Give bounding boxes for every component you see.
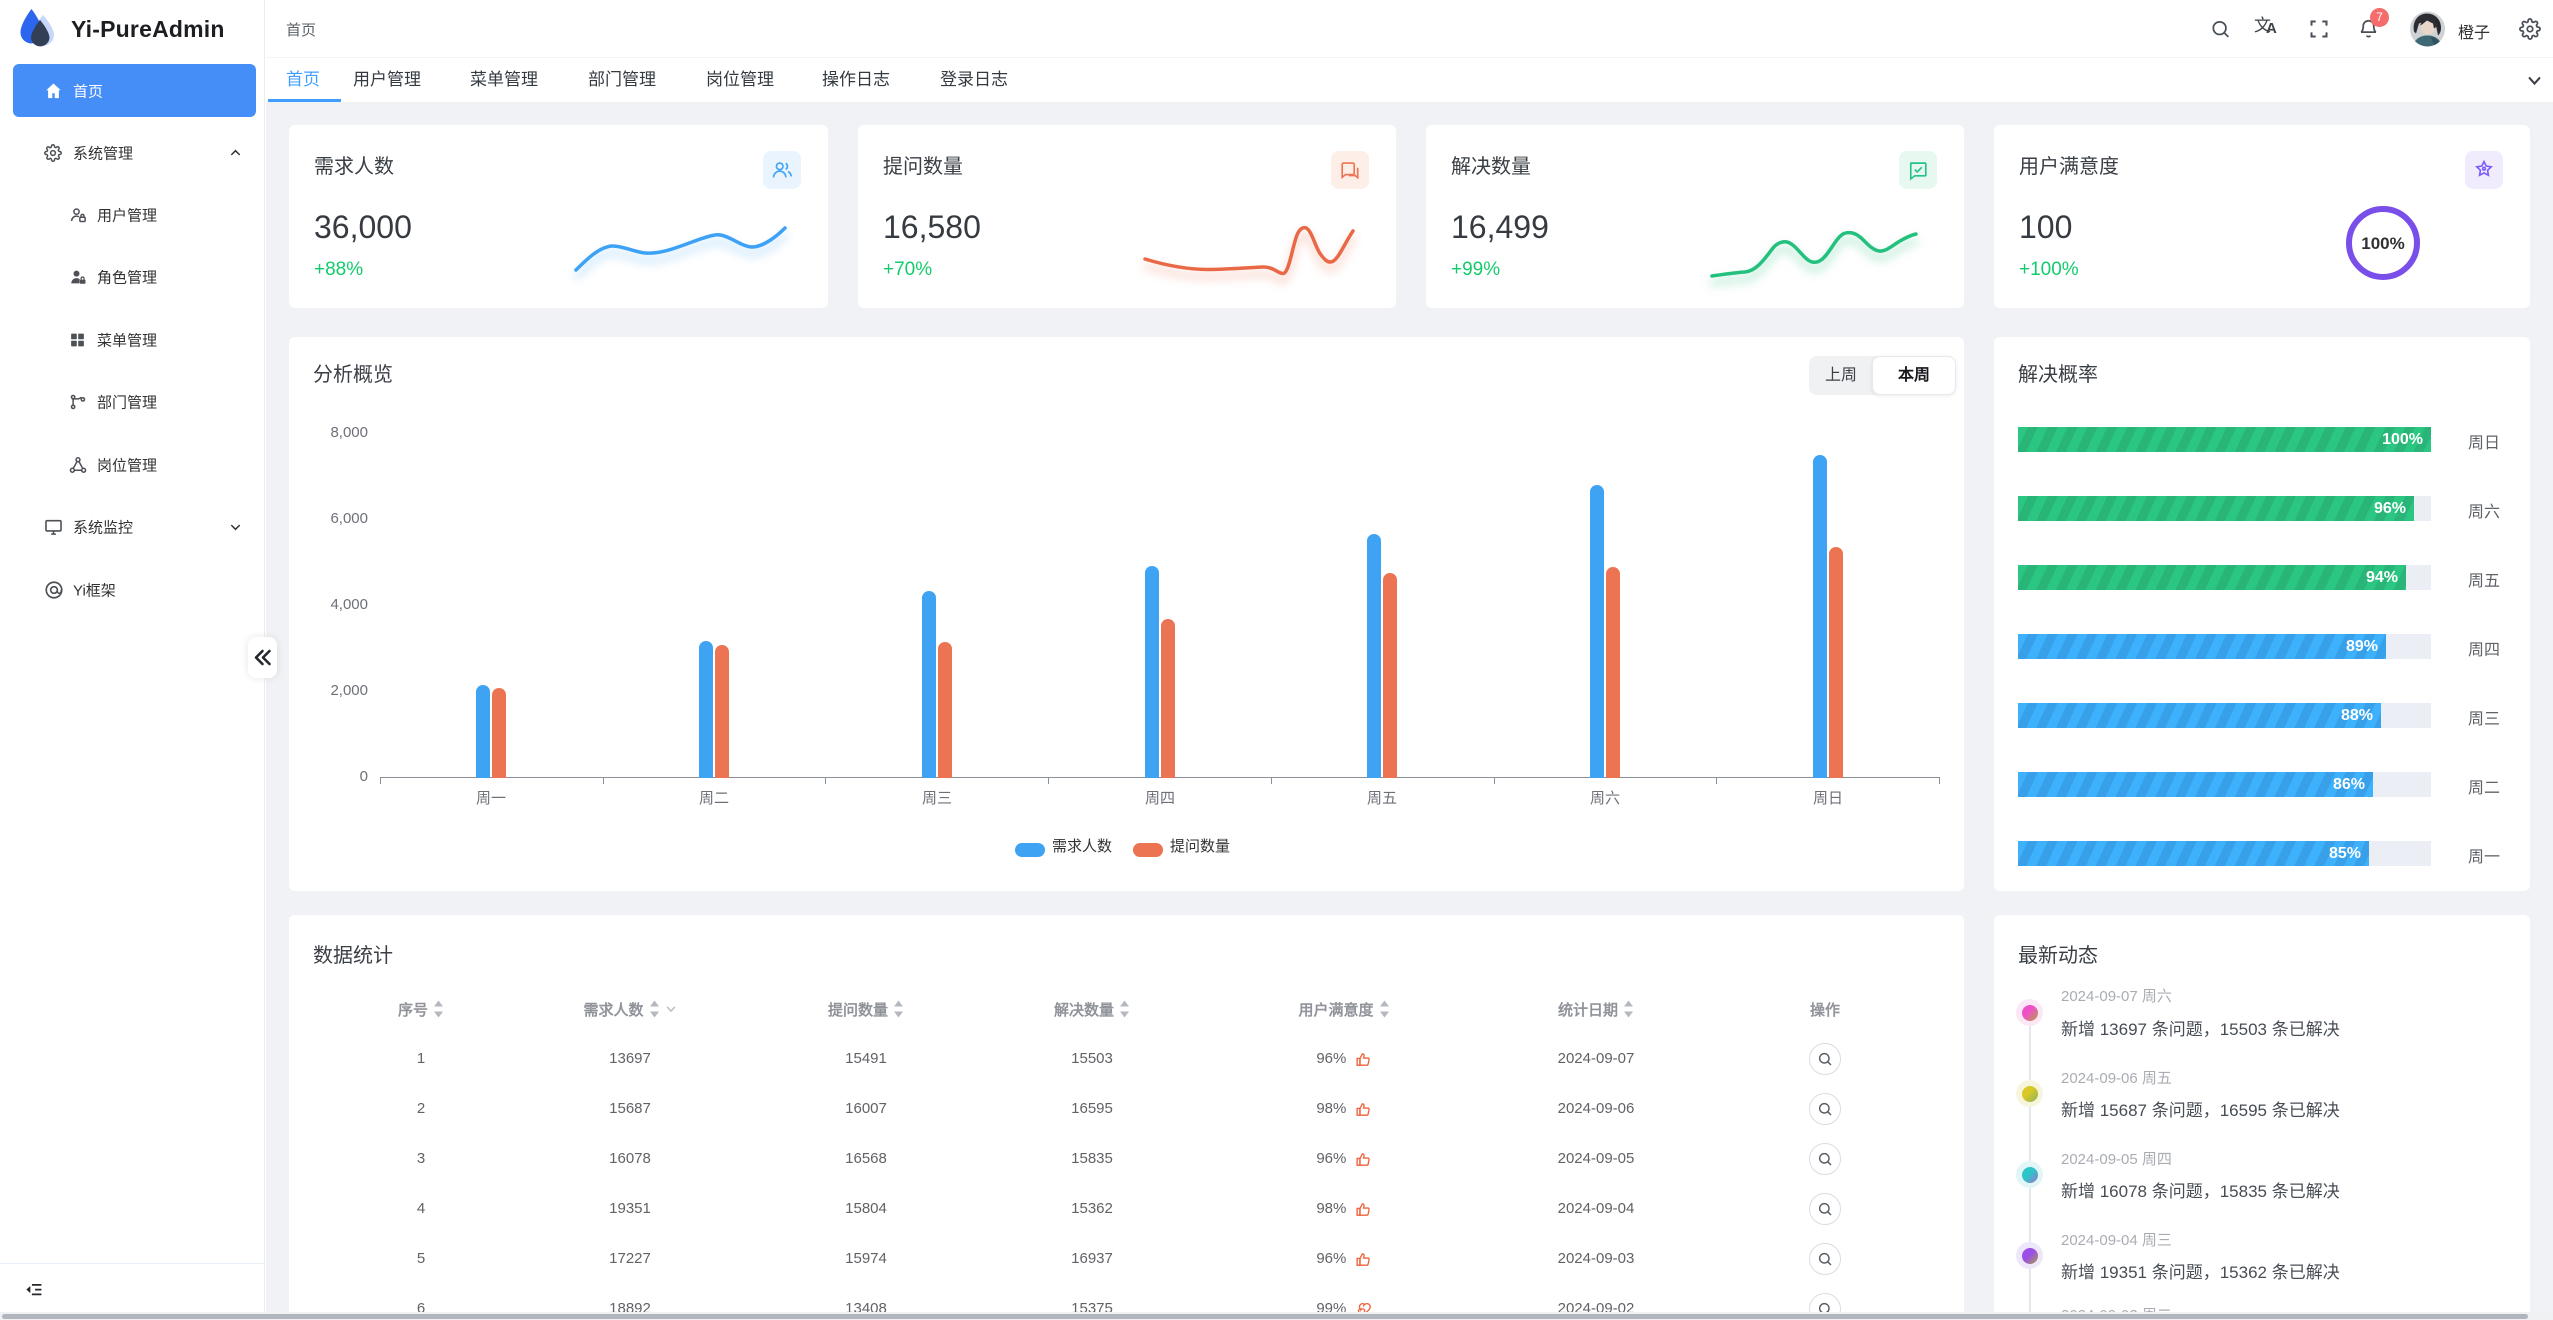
svg-text:100%: 100% (2361, 234, 2404, 253)
